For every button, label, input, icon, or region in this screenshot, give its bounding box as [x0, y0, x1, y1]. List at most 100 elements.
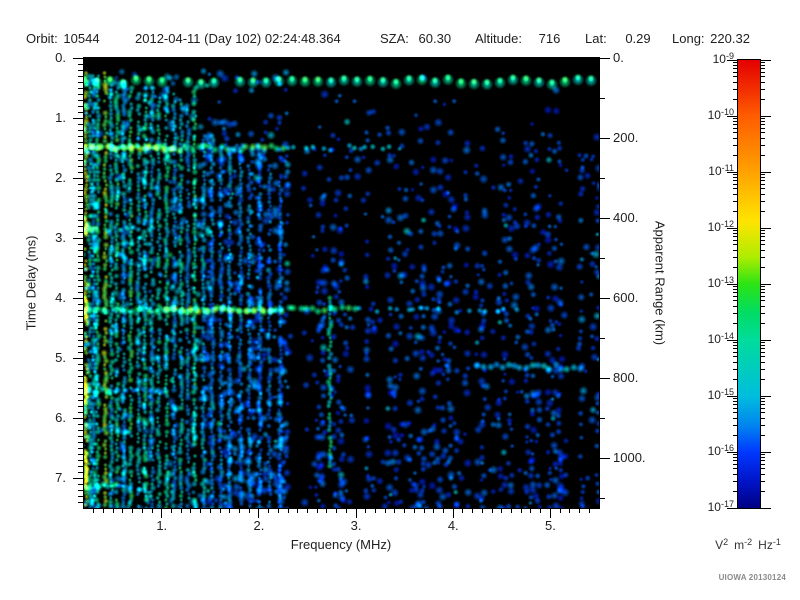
colorbar-minor-tick — [761, 398, 765, 400]
colorbar-minor-tick — [733, 322, 737, 324]
colorbar-minor-tick — [733, 120, 737, 122]
colorbar-minor-tick — [733, 64, 737, 66]
colorbar-minor-tick — [733, 154, 737, 156]
colorbar-minor-tick — [761, 232, 765, 234]
y2-minor-tick — [600, 177, 605, 179]
colorbar-minor-tick — [733, 193, 737, 195]
x-minor-tick — [102, 509, 104, 513]
colorbar-minor-tick — [761, 176, 765, 178]
x-minor-tick — [229, 509, 231, 513]
y-minor-tick — [78, 189, 83, 191]
x-minor-tick — [287, 509, 289, 513]
colorbar-minor-tick — [761, 456, 765, 458]
colorbar-major-tick — [727, 283, 737, 285]
x-minor-tick — [219, 509, 221, 513]
y2-tick-label: 400. — [613, 210, 639, 225]
colorbar-minor-tick — [733, 76, 737, 78]
colorbar-minor-tick — [733, 244, 737, 246]
x-minor-tick — [520, 509, 522, 513]
colorbar-minor-tick — [761, 118, 765, 120]
sza-value: 60.30 — [418, 31, 452, 46]
altitude-value: 716 — [538, 31, 561, 46]
colorbar-minor-tick — [761, 98, 765, 100]
x-minor-tick — [540, 509, 542, 513]
colorbar-minor-tick — [733, 490, 737, 492]
colorbar-major-tick — [727, 339, 737, 341]
colorbar-minor-tick — [733, 468, 737, 470]
colorbar-minor-tick — [761, 180, 765, 182]
y-minor-tick — [78, 459, 83, 461]
colorbar-major-tick — [727, 507, 737, 509]
colorbar-minor-tick — [761, 286, 765, 288]
colorbar-minor-tick — [733, 480, 737, 482]
y-minor-tick — [78, 69, 83, 71]
colorbar-minor-tick — [761, 361, 765, 363]
y2-tick-label: 600. — [613, 290, 639, 305]
colorbar-gradient — [738, 60, 760, 508]
colorbar-minor-tick — [761, 460, 765, 462]
colorbar-major-tick — [761, 395, 771, 397]
y-minor-tick — [78, 495, 83, 497]
y-minor-tick — [78, 285, 83, 287]
y-minor-tick — [78, 153, 83, 155]
y-major-tick — [73, 357, 83, 359]
orbit-label: Orbit: — [26, 31, 58, 46]
colorbar-tick-label: 10-17 — [707, 499, 734, 514]
colorbar-minor-tick — [761, 76, 765, 78]
y-minor-tick — [78, 291, 83, 293]
colorbar-minor-tick — [733, 356, 737, 358]
colorbar-minor-tick — [733, 300, 737, 302]
colorbar-minor-tick — [733, 239, 737, 241]
colorbar-minor-tick — [733, 188, 737, 190]
y-minor-tick — [78, 411, 83, 413]
colorbar-minor-tick — [733, 463, 737, 465]
x-minor-tick — [345, 509, 347, 513]
y2-major-tick — [600, 297, 610, 299]
x-minor-tick — [579, 509, 581, 513]
colorbar-minor-tick — [761, 230, 765, 232]
colorbar-minor-tick — [733, 344, 737, 346]
y-minor-tick — [78, 213, 83, 215]
x-minor-tick — [238, 509, 240, 513]
orbit-field: Orbit: 10544 — [26, 31, 100, 46]
y-minor-tick — [78, 249, 83, 251]
y-minor-tick — [78, 333, 83, 335]
units-v: V — [715, 538, 724, 552]
colorbar-minor-tick — [733, 230, 737, 232]
colorbar-minor-tick — [761, 266, 765, 268]
lat-value: 0.29 — [625, 31, 651, 46]
x-minor-tick — [297, 509, 299, 513]
spectrogram-canvas — [84, 58, 599, 508]
y-minor-tick — [78, 441, 83, 443]
x-minor-tick — [569, 509, 571, 513]
colorbar-minor-tick — [761, 183, 765, 185]
y-minor-tick — [78, 351, 83, 353]
x-minor-tick — [209, 509, 211, 513]
y2-minor-tick — [600, 97, 605, 99]
x-minor-tick — [472, 509, 474, 513]
y-minor-tick — [78, 135, 83, 137]
colorbar-minor-tick — [733, 210, 737, 212]
x-minor-tick — [268, 509, 270, 513]
colorbar-minor-tick — [761, 236, 765, 238]
colorbar-minor-tick — [733, 256, 737, 258]
x-minor-tick — [384, 509, 386, 513]
colorbar-minor-tick — [761, 124, 765, 126]
colorbar-minor-tick — [761, 137, 765, 139]
x-minor-tick — [200, 509, 202, 513]
colorbar-major-tick — [761, 171, 771, 173]
y-minor-tick — [78, 447, 83, 449]
y2-axis-title: Apparent Range (km) — [652, 220, 668, 346]
colorbar-major-tick — [761, 339, 771, 341]
colorbar-minor-tick — [761, 305, 765, 307]
altitude-field: Altitude: 716 — [475, 31, 560, 46]
x-major-tick — [355, 509, 357, 518]
colorbar-minor-tick — [761, 200, 765, 202]
x-minor-tick — [336, 509, 338, 513]
y-minor-tick — [78, 75, 83, 77]
y-minor-tick — [78, 435, 83, 437]
colorbar-minor-tick — [733, 305, 737, 307]
x-minor-tick — [190, 509, 192, 513]
y-major-tick — [73, 297, 83, 299]
